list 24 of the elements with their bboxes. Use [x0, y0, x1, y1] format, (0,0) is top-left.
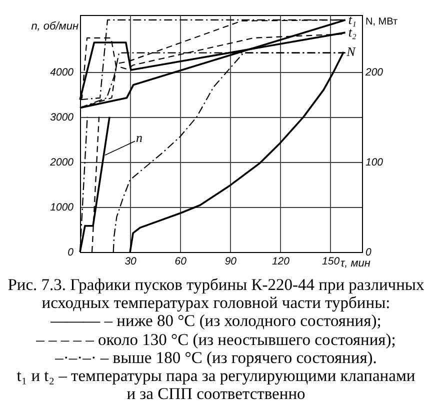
- y-tick-label: 3000: [50, 111, 74, 124]
- annotation: n: [136, 130, 143, 146]
- y2-tick-label: 0: [366, 246, 372, 258]
- x-tick-label: 150: [322, 256, 340, 268]
- series-label: N: [346, 44, 357, 59]
- y2-tick-label: 200: [364, 66, 384, 78]
- text: Рис. 7.3. Графики пусков турбины К-220-44 при различных исходных температурах головной части турбины:: [6, 275, 426, 312]
- y-tick-label: 1000: [50, 201, 74, 214]
- series-label: t₁: [348, 12, 356, 27]
- y2-axis-title: N, МВт: [366, 16, 398, 28]
- x-tick-label: 30: [124, 256, 137, 268]
- x-tick-label: 60: [174, 256, 187, 268]
- y2-tick-label: 100: [366, 156, 384, 168]
- x-tick-label: 90: [224, 256, 237, 268]
- text: – – – – – около 130 °С (из неостывшего состояния);: [35, 330, 397, 349]
- text: –·–·–· – выше 180 °С (из горячего состояния).: [54, 348, 377, 368]
- x-axis-title: τ, мин: [340, 258, 370, 270]
- x-tick-label: 120: [272, 256, 290, 268]
- y-tick-label: 0: [68, 246, 74, 258]
- y-axis-title: n, об/мин: [31, 20, 78, 32]
- y-tick-label: 2000: [49, 156, 74, 168]
- text: ——— – ниже 80 °С (из холодного состояния);: [50, 311, 382, 331]
- text: t₁ и t₂ – температуры пара за регулирующими клапанами и за СПП соответственно: [16, 366, 416, 404]
- y-tick-label: 4000: [50, 66, 74, 78]
